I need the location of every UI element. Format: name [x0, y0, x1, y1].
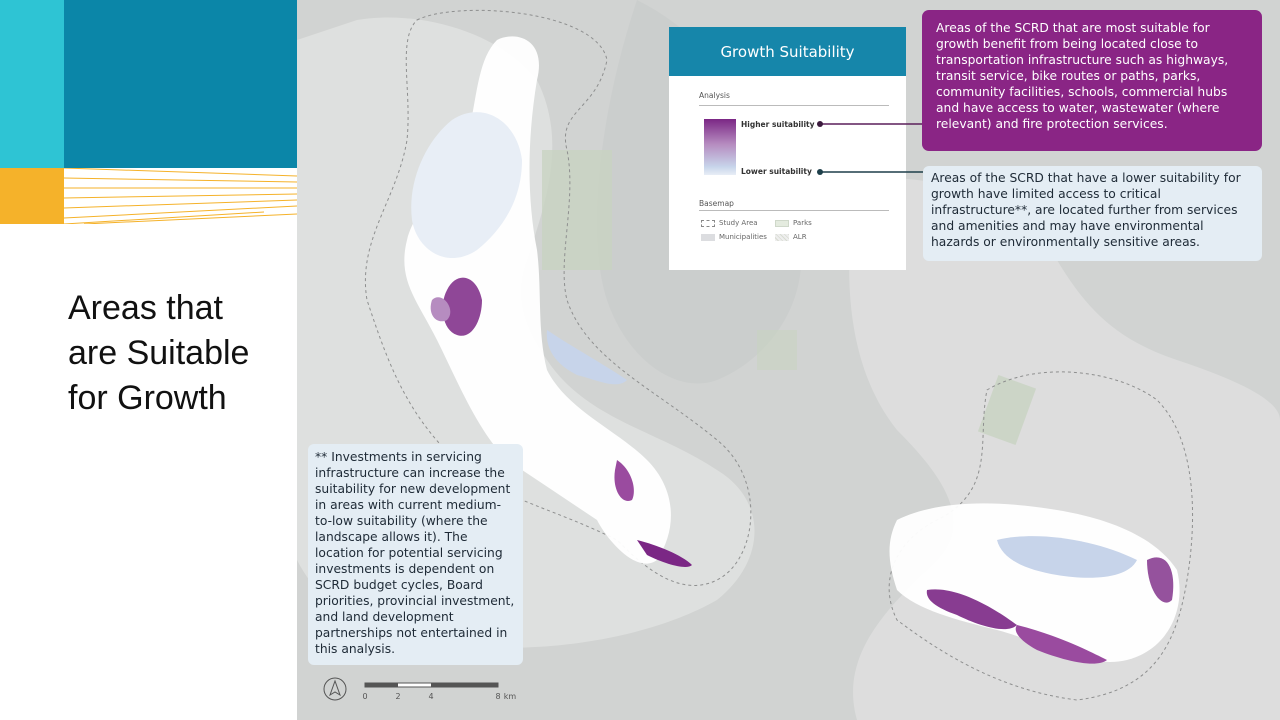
legend-basemap-heading: Basemap — [699, 199, 734, 208]
scale-bar-graphic — [364, 682, 499, 688]
decorative-lines — [64, 168, 297, 224]
scale-tick-label: 0 — [362, 692, 368, 701]
legend-item-study-area: Study Area — [701, 219, 758, 227]
legend-item-label: Study Area — [719, 219, 758, 227]
decorative-cyan-block — [0, 0, 64, 168]
legend-analysis-heading: Analysis — [699, 91, 730, 100]
scale-tick-label: 2 — [395, 692, 401, 701]
study-area-swatch — [701, 219, 715, 227]
decorative-blue-block — [64, 0, 297, 168]
parks-swatch — [775, 219, 789, 227]
legend-divider — [699, 210, 889, 211]
legend-higher-label: Higher suitability — [741, 120, 815, 129]
north-arrow-icon — [323, 677, 347, 701]
scale-bar: 0 2 4 8 km — [362, 680, 524, 704]
legend-title: Growth Suitability — [669, 27, 906, 76]
legend-divider — [699, 105, 889, 106]
decorative-yellow-block — [0, 168, 64, 224]
scale-tick-label: 4 — [428, 692, 434, 701]
higher-suitability-callout: Areas of the SCRD that are most suitable… — [922, 10, 1262, 151]
legend-item-municipalities: Municipalities — [701, 233, 767, 241]
suitability-gradient-swatch — [704, 119, 736, 175]
scale-tick-label: 8 — [495, 692, 501, 701]
slide-title: Areas that are Suitable for Growth — [68, 289, 250, 417]
lower-suitability-callout: Areas of the SCRD that have a lower suit… — [923, 166, 1262, 261]
legend-item-alr: ALR — [775, 233, 807, 241]
legend-item-label: Municipalities — [719, 233, 767, 241]
legend-item-label: Parks — [793, 219, 812, 227]
legend-item-parks: Parks — [775, 219, 812, 227]
investment-footnote-callout: ** Investments in servicing infrastructu… — [308, 444, 523, 665]
municipalities-swatch — [701, 233, 715, 241]
scale-unit-label: km — [503, 692, 517, 701]
alr-swatch — [775, 233, 789, 241]
legend-lower-label: Lower suitability — [741, 167, 812, 176]
legend-item-label: ALR — [793, 233, 807, 241]
map-legend: Growth Suitability Analysis Higher suita… — [669, 27, 906, 270]
